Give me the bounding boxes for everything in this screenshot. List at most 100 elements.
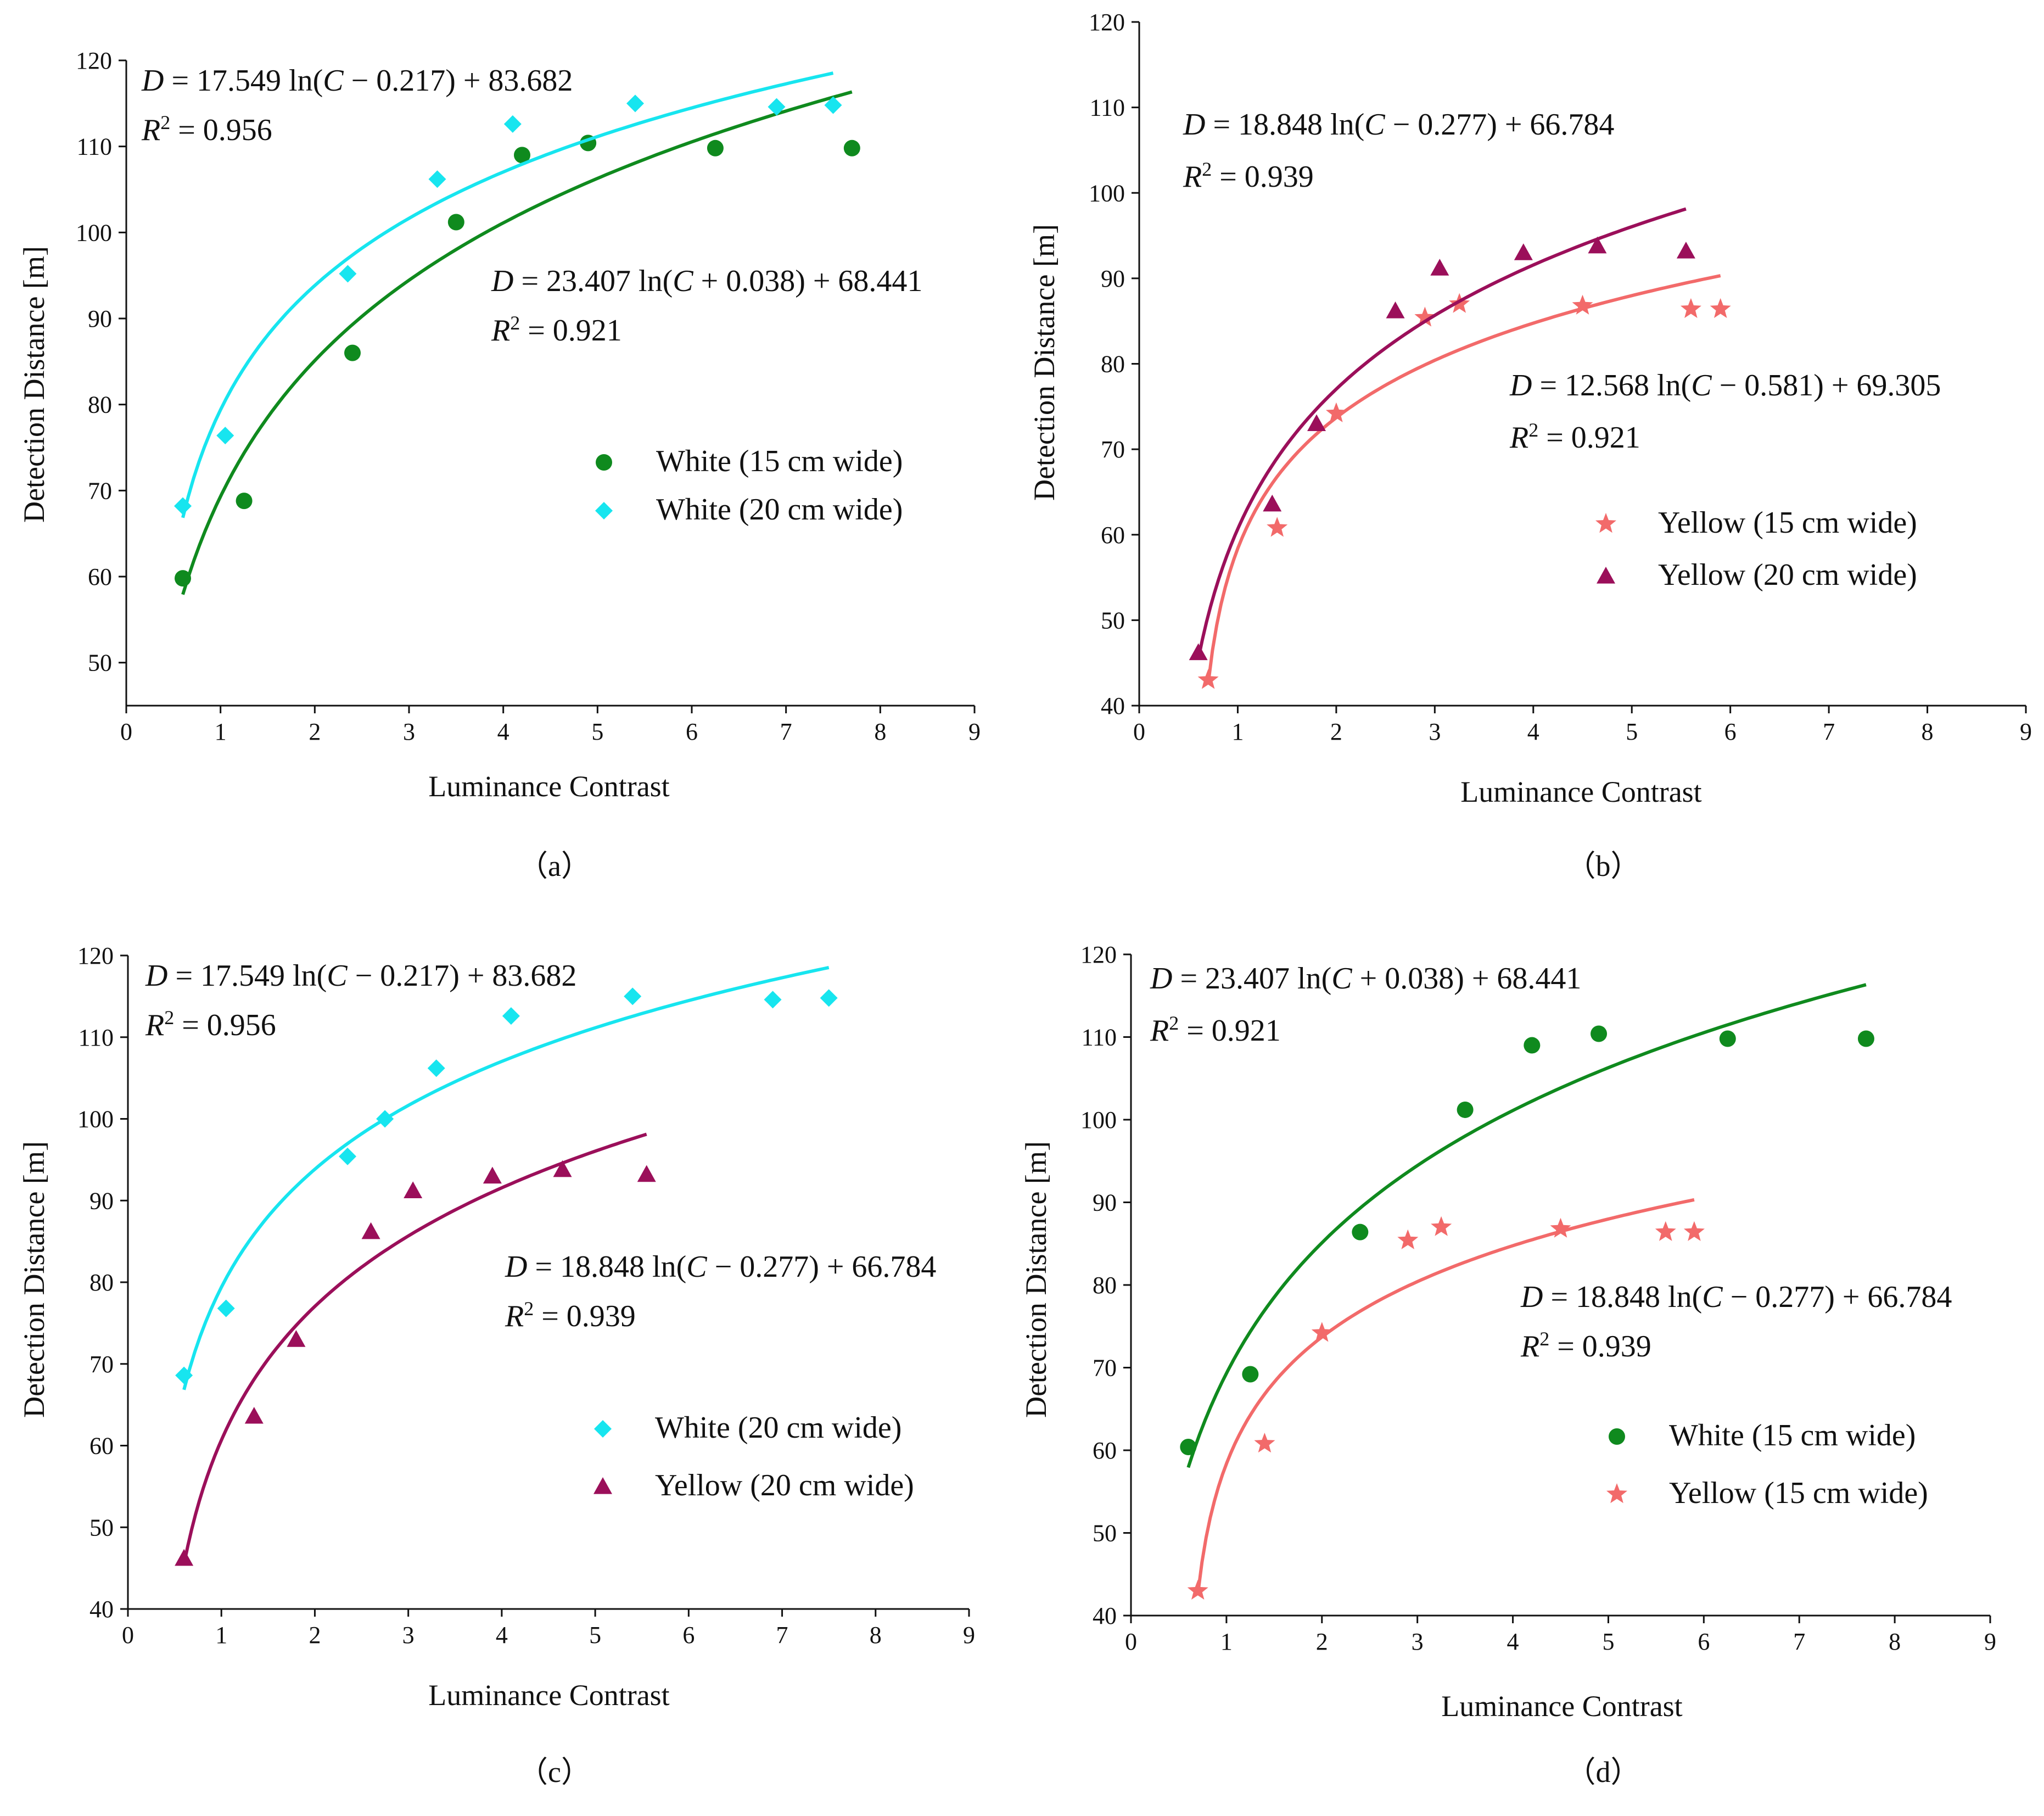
legend-marker [596,454,612,471]
legend: White (15 cm wide) White (20 cm wide) [595,444,903,527]
legend-label: White (15 cm wide) [656,444,903,478]
fit-r-squared: R2 = 0.956 [145,1007,276,1042]
equation-part: 2 [1169,1012,1179,1034]
data-point [764,991,782,1009]
data-point [768,98,786,116]
y-tick-label: 60 [1101,522,1125,549]
x-tick-label: 0 [120,718,132,745]
data-point [1311,1322,1332,1342]
fit-curve [1206,274,1721,684]
data-point [344,344,361,361]
fit-equation: D = 18.848 ln(C − 0.277) + 66.784 [505,1250,936,1284]
panel-label: （c） [518,1756,591,1789]
data-point [1719,1030,1736,1047]
y-tick-label: 90 [89,1187,114,1214]
y-tick-label: 70 [1101,436,1125,463]
equation-part: = 0.921 [1179,1014,1281,1048]
x-tick-label: 2 [309,1622,321,1649]
data-point [447,214,464,231]
legend-marker [1595,513,1616,533]
equation-part: 2 [1528,419,1538,441]
data-point [1431,1216,1452,1236]
x-tick-label: 8 [874,718,886,745]
fit-curve [181,71,834,518]
legend-label: Yellow (20 cm wide) [655,1468,914,1502]
x-tick-label: 6 [682,1622,695,1649]
data-point [1386,301,1405,319]
legend-item: Yellow (20 cm wide) [593,1468,914,1502]
x-tick-label: 5 [589,1622,601,1649]
equation-part: − 0.277) + 66.784 [1385,108,1615,142]
data-point [1457,1101,1474,1118]
data-point [502,1007,520,1025]
data-point [1189,643,1208,661]
y-tick-label: 100 [1089,180,1125,206]
y-tick-label: 50 [1093,1520,1117,1547]
y-tick-label: 90 [1093,1189,1117,1216]
x-tick-label: 4 [1507,1628,1519,1655]
legend-label: Yellow (15 cm wide) [1658,506,1917,540]
panel-label: （b） [1566,850,1640,882]
equation-part: = 0.921 [1538,421,1640,455]
x-tick-label: 3 [402,1622,415,1649]
y-tick-label: 50 [1101,607,1125,634]
x-tick-label: 3 [1412,1628,1424,1655]
chart-panel-a: 0 1 2 3 4 5 6 7 8 9 50 60 70 80 90 100 110 120 Luminance C… [18,47,981,882]
y-tick-label: 40 [1093,1602,1117,1629]
fit-curve [1196,1198,1695,1595]
x-tick-label: 0 [122,1622,134,1649]
y-tick-label: 120 [1089,9,1125,36]
x-tick-label: 4 [496,1622,508,1649]
data-point [1352,1223,1369,1241]
data-point [1197,669,1219,689]
y-tick-label: 110 [79,1024,114,1051]
x-tick-label: 9 [1984,1628,1996,1655]
x-tick-label: 7 [1823,718,1835,745]
data-point [1242,1366,1259,1383]
equation-part: C [686,1250,707,1284]
data-point [1263,494,1282,512]
fit-r-squared: R2 = 0.921 [491,312,622,348]
y-tick-label: 80 [89,1269,114,1296]
y-tick-label: 40 [89,1596,114,1623]
series-yellow20 [175,1132,656,1566]
fit-r-squared: R2 = 0.939 [1183,158,1314,194]
fit-equation: D = 18.848 ln(C − 0.277) + 66.784 [1183,108,1614,142]
fit-r-squared: R2 = 0.921 [1150,1012,1281,1048]
data-point [428,170,446,188]
y-tick-label: 120 [76,47,112,74]
fit-curve [182,965,830,1390]
legend-item: White (15 cm wide) [596,444,903,478]
y-tick-label: 110 [1090,94,1125,121]
equation-part: = 12.568 ln( [1532,368,1691,403]
equation-part: C [1331,962,1352,996]
fit-equation: D = 23.407 ln(C + 0.038) + 68.441 [491,264,922,298]
panel-label: （d） [1566,1756,1640,1789]
fit-curve [1186,983,1867,1468]
equation-part: D [505,1250,527,1284]
fit-r-squared: R2 = 0.921 [1509,419,1640,455]
y-tick-label: 100 [76,219,112,246]
data-point [1325,402,1347,422]
equation-part: = 0.956 [174,1008,276,1042]
legend-item: White (15 cm wide) [1609,1418,1916,1452]
y-axis-title: Detection Distance [m] [1020,1141,1052,1418]
data-point [503,115,522,133]
data-point [1591,1025,1608,1042]
data-point [175,1366,193,1384]
data-point [1307,414,1326,432]
legend: White (15 cm wide) Yellow (15 cm wide) [1606,1418,1928,1510]
legend-marker [1606,1483,1627,1504]
y-tick-label: 70 [1093,1355,1117,1382]
data-point [820,989,838,1007]
equation-part: = 18.848 ln( [1543,1280,1702,1314]
legend-marker [1609,1428,1625,1445]
x-tick-label: 7 [1793,1628,1805,1655]
equation-part: 2 [524,1298,534,1320]
data-point [637,1165,656,1182]
data-point [339,1147,357,1165]
equation-part: D [1150,962,1172,996]
x-tick-label: 3 [403,718,415,745]
equation-part: 2 [164,1007,174,1029]
y-tick-label: 50 [88,650,112,677]
